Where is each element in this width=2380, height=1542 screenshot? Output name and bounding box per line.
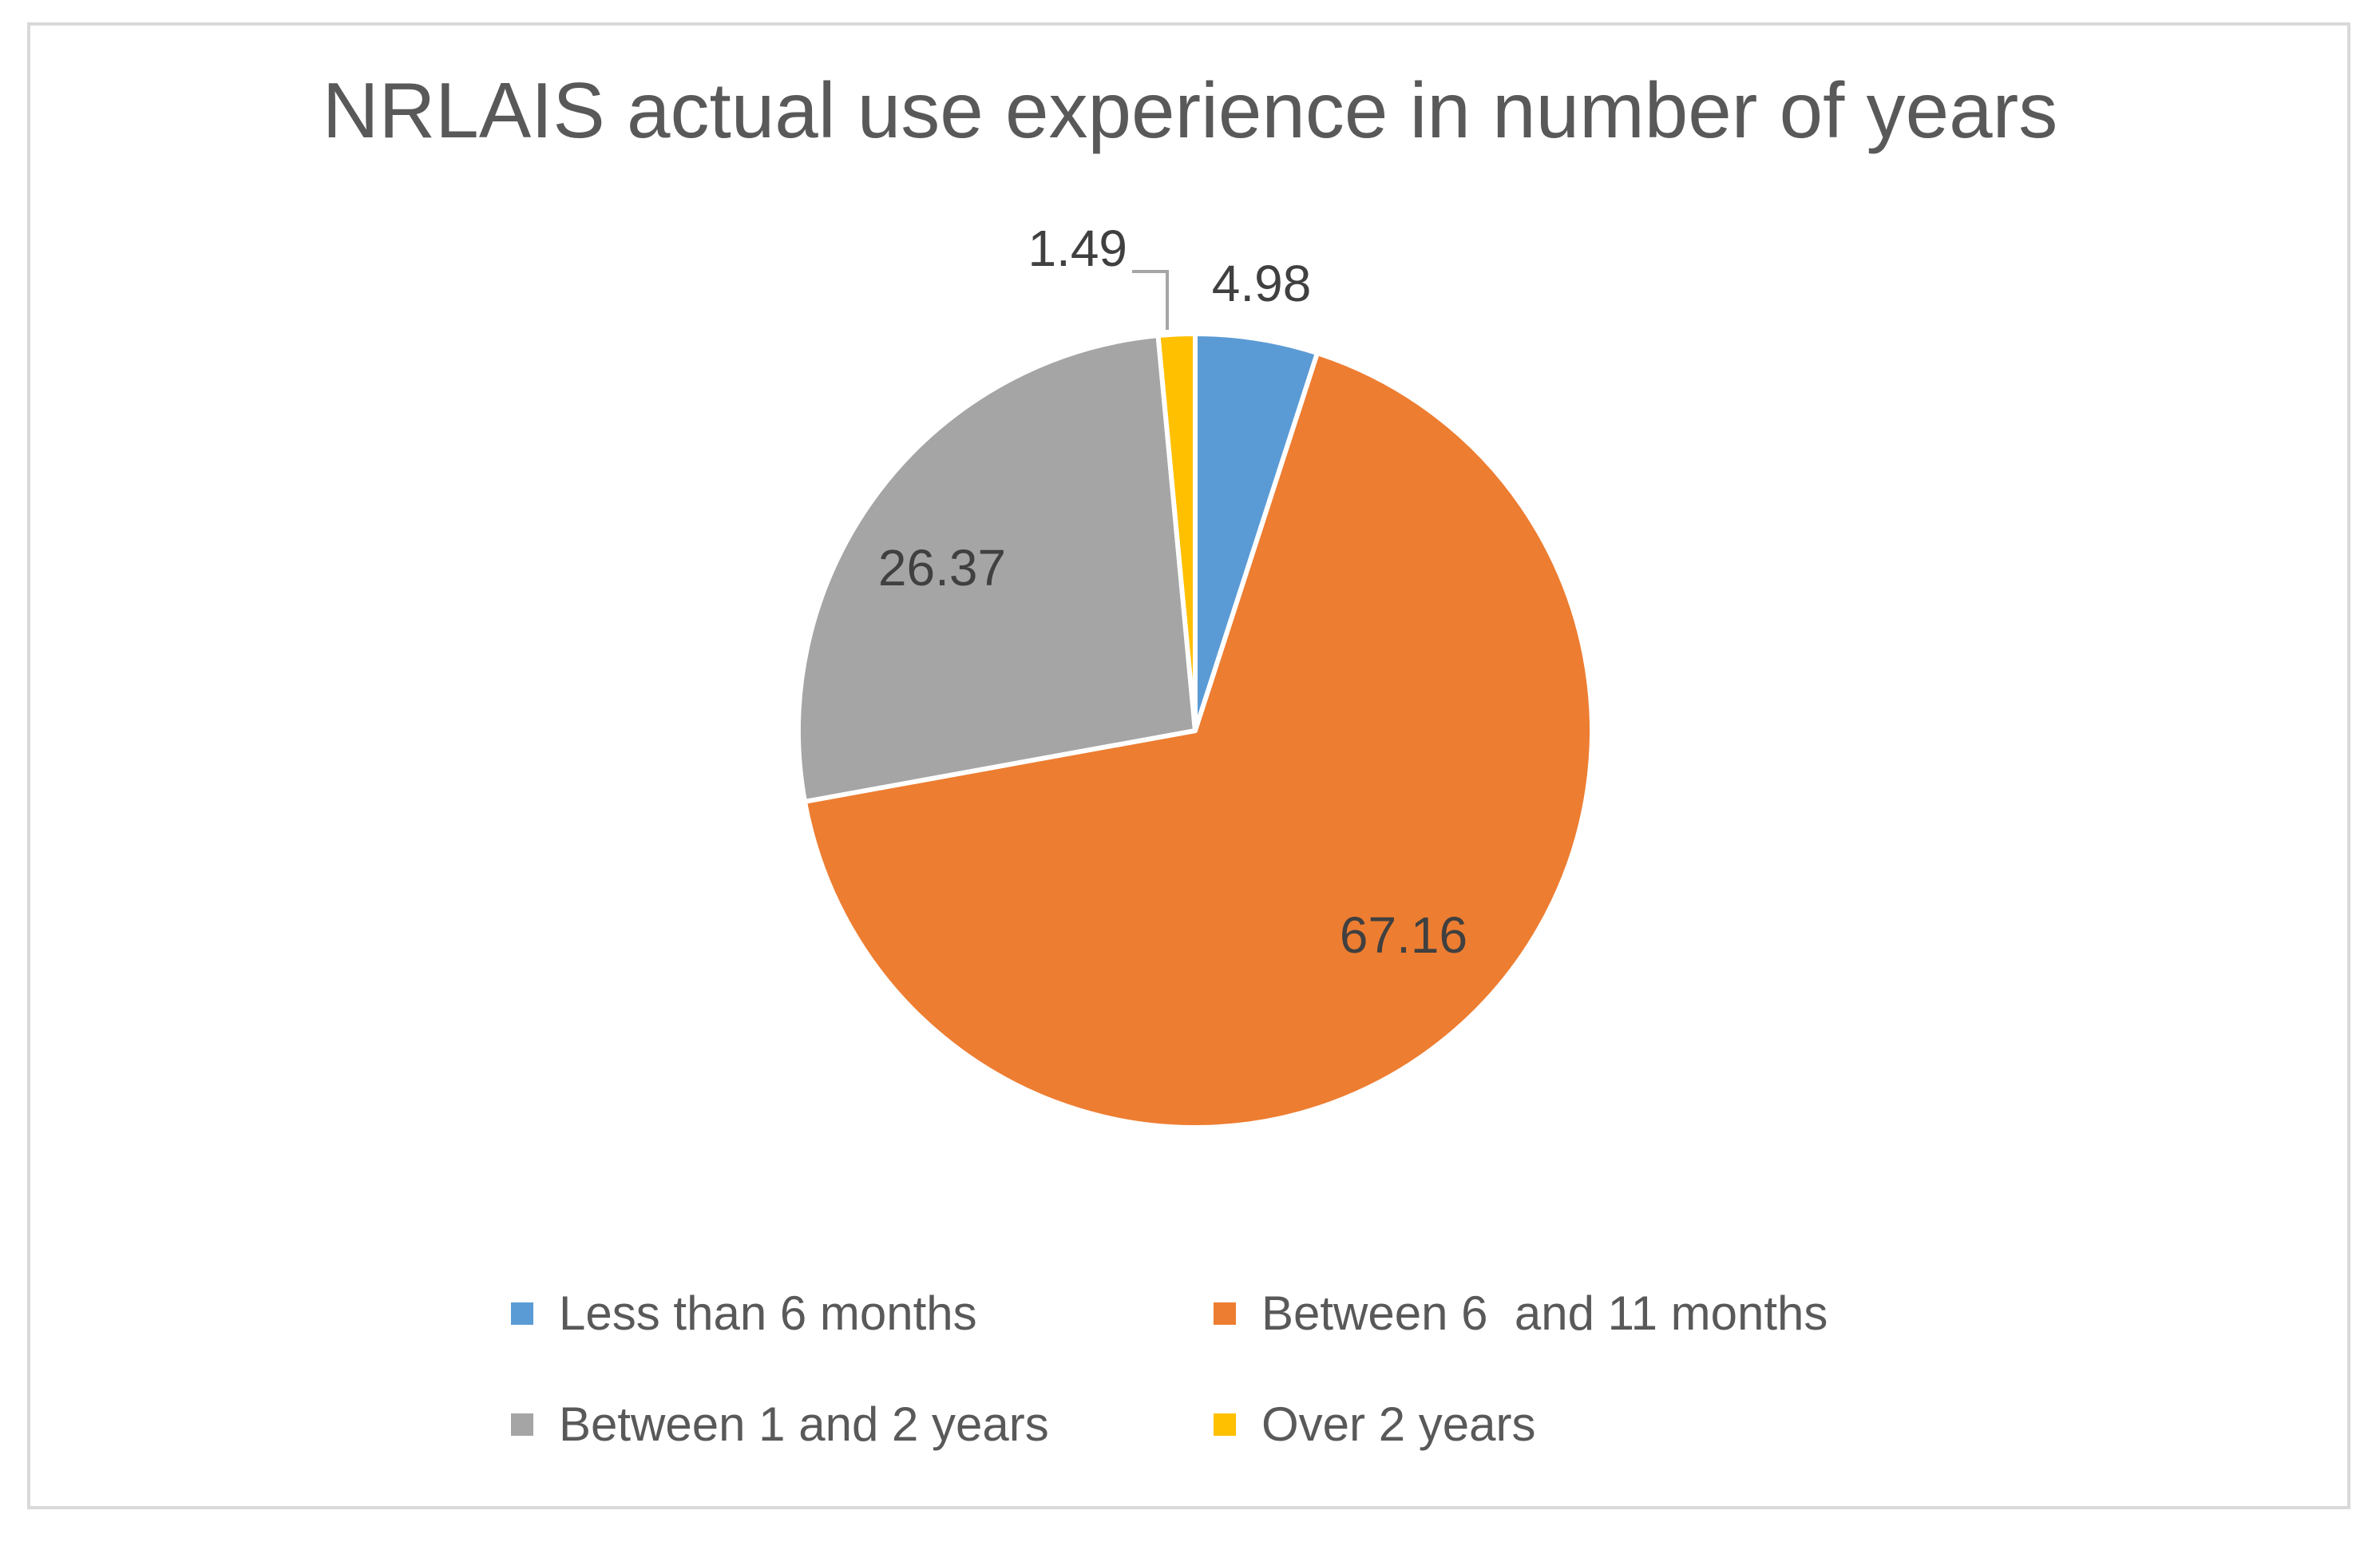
data-label-between-1-and-2-years: 26.37 (878, 539, 1006, 597)
legend-item-between-6-and-11-months: Between 6 and 11 months (1214, 1286, 2012, 1341)
legend-label: Between 6 and 11 months (1261, 1286, 1828, 1340)
leader-line (1132, 270, 1169, 330)
legend: Less than 6 months Between 6 and 11 mont… (511, 1286, 2028, 1452)
legend-label: Over 2 years (1261, 1397, 1536, 1451)
legend-label: Between 1 and 2 years (559, 1397, 1049, 1451)
chart-title: NRLAIS actual use experience in number o… (322, 66, 2058, 154)
legend-swatch (511, 1302, 533, 1325)
data-label-over-2-years: 1.49 (1028, 220, 1127, 277)
data-label-between-6-and-11-months: 67.16 (1340, 906, 1467, 964)
pie-slice-between-6-and-11-months (802, 351, 1594, 1130)
legend-swatch (511, 1413, 533, 1436)
legend-swatch (1214, 1413, 1236, 1436)
data-label-less-than-6-months: 4.98 (1212, 255, 1312, 312)
pie-slice-over-2-years (1155, 331, 1198, 733)
legend-item-between-1-and-2-years: Between 1 and 2 years (511, 1397, 1214, 1452)
legend-item-less-than-6-months: Less than 6 months (511, 1286, 1214, 1341)
legend-label: Less than 6 months (559, 1286, 977, 1340)
legend-swatch (1214, 1302, 1236, 1325)
pie-slice-between-1-and-2-years (796, 333, 1198, 804)
legend-item-over-2-years: Over 2 years (1214, 1397, 2012, 1452)
